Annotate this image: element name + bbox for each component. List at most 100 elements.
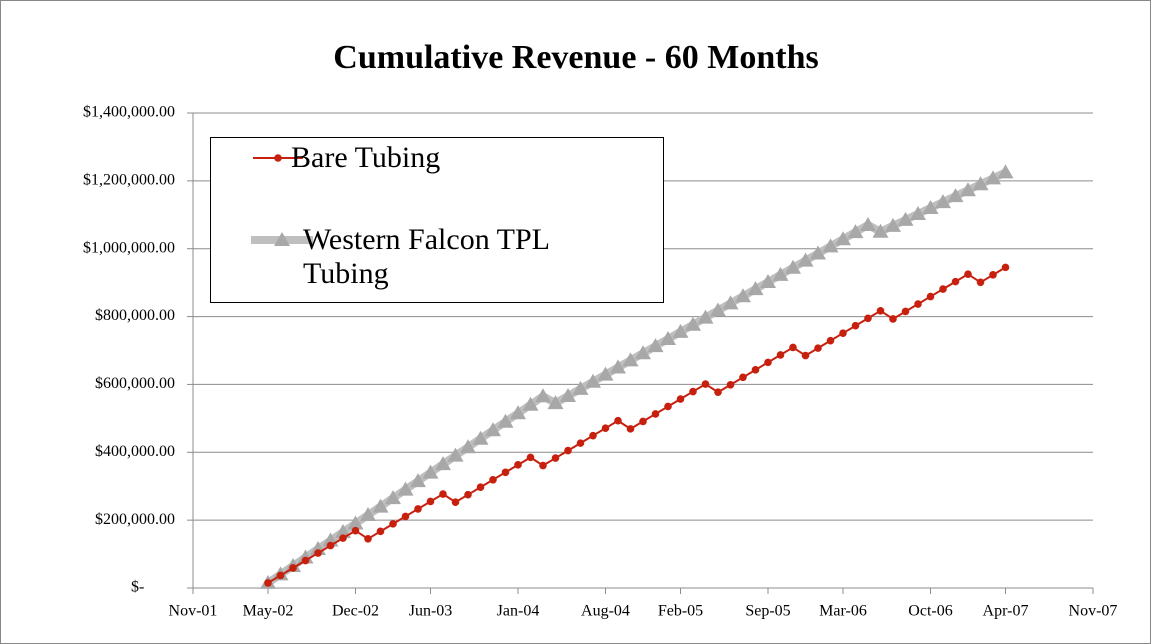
marker — [360, 507, 376, 522]
marker — [835, 231, 851, 246]
marker — [464, 490, 472, 499]
marker — [564, 446, 572, 455]
marker — [410, 473, 426, 488]
legend-item: Bare Tubing — [211, 138, 663, 218]
y-tick-label: $400,000.00 — [95, 443, 175, 460]
x-tick-label: Apr-07 — [983, 603, 1029, 620]
marker — [522, 396, 539, 411]
marker — [822, 238, 839, 253]
marker — [301, 556, 310, 565]
marker — [976, 278, 985, 287]
marker — [351, 526, 360, 535]
marker — [776, 351, 785, 359]
marker — [335, 524, 351, 539]
legend-swatch — [251, 232, 313, 246]
marker — [847, 224, 864, 239]
y-tick-label: $- — [131, 579, 144, 596]
marker — [889, 315, 897, 323]
marker — [935, 194, 951, 209]
y-tick-label: $1,200,000.00 — [83, 172, 175, 189]
chart-title: Cumulative Revenue - 60 Months — [333, 39, 818, 76]
x-tick-label: Nov-07 — [1069, 603, 1118, 620]
marker — [510, 405, 526, 420]
marker — [864, 314, 872, 323]
marker — [922, 200, 939, 214]
marker — [426, 497, 435, 506]
legend-item: Western Falcon TPL Tubing — [211, 220, 663, 300]
marker — [876, 307, 885, 315]
marker — [951, 277, 960, 286]
marker — [439, 490, 447, 498]
marker — [576, 439, 585, 447]
marker — [489, 475, 497, 484]
marker — [289, 564, 297, 572]
marker — [422, 464, 439, 479]
marker — [626, 425, 635, 433]
legend-label: Bare Tubing — [291, 141, 441, 174]
marker — [726, 380, 735, 389]
marker — [735, 288, 751, 303]
marker — [764, 358, 772, 367]
marker — [672, 323, 689, 338]
marker — [697, 309, 714, 324]
marker — [514, 461, 522, 469]
marker — [560, 387, 576, 402]
marker — [274, 232, 290, 246]
marker — [501, 468, 510, 477]
marker — [785, 259, 801, 274]
marker — [689, 387, 697, 396]
marker — [639, 417, 647, 426]
marker — [539, 461, 547, 470]
marker — [622, 352, 639, 367]
marker — [497, 413, 514, 428]
marker — [860, 216, 876, 231]
marker — [760, 273, 776, 288]
marker — [651, 410, 660, 418]
marker — [885, 217, 901, 232]
marker — [601, 424, 610, 432]
marker — [472, 430, 489, 445]
x-tick-label: Dec-02 — [332, 603, 379, 620]
marker — [326, 541, 335, 550]
marker — [451, 498, 460, 506]
marker — [814, 344, 822, 352]
marker — [485, 422, 501, 437]
y-tick-label: $1,000,000.00 — [83, 239, 175, 256]
y-tick-label: $800,000.00 — [95, 307, 175, 324]
marker — [397, 481, 414, 496]
marker — [526, 453, 535, 462]
marker — [947, 188, 964, 203]
marker — [772, 266, 789, 281]
marker — [960, 182, 976, 197]
marker — [585, 373, 601, 388]
marker — [297, 549, 314, 564]
marker — [264, 579, 272, 587]
legend-swatch — [253, 154, 303, 162]
marker — [989, 271, 997, 279]
marker — [710, 302, 726, 317]
marker — [614, 416, 622, 425]
marker — [376, 527, 385, 536]
marker — [476, 483, 485, 492]
marker — [797, 252, 814, 267]
marker — [364, 535, 372, 543]
marker — [401, 512, 410, 521]
y-tick-label: $1,400,000.00 — [83, 104, 175, 121]
marker — [739, 373, 747, 382]
marker — [872, 223, 889, 238]
marker — [372, 498, 389, 513]
marker — [414, 505, 422, 513]
marker — [447, 447, 464, 462]
marker — [547, 395, 564, 410]
marker — [747, 281, 764, 296]
marker — [460, 439, 476, 454]
marker — [751, 366, 760, 374]
y-tick-label: $200,000.00 — [95, 511, 175, 528]
marker — [1001, 263, 1010, 272]
marker — [901, 307, 910, 316]
marker — [274, 154, 282, 162]
marker — [660, 330, 676, 345]
marker — [535, 388, 551, 403]
